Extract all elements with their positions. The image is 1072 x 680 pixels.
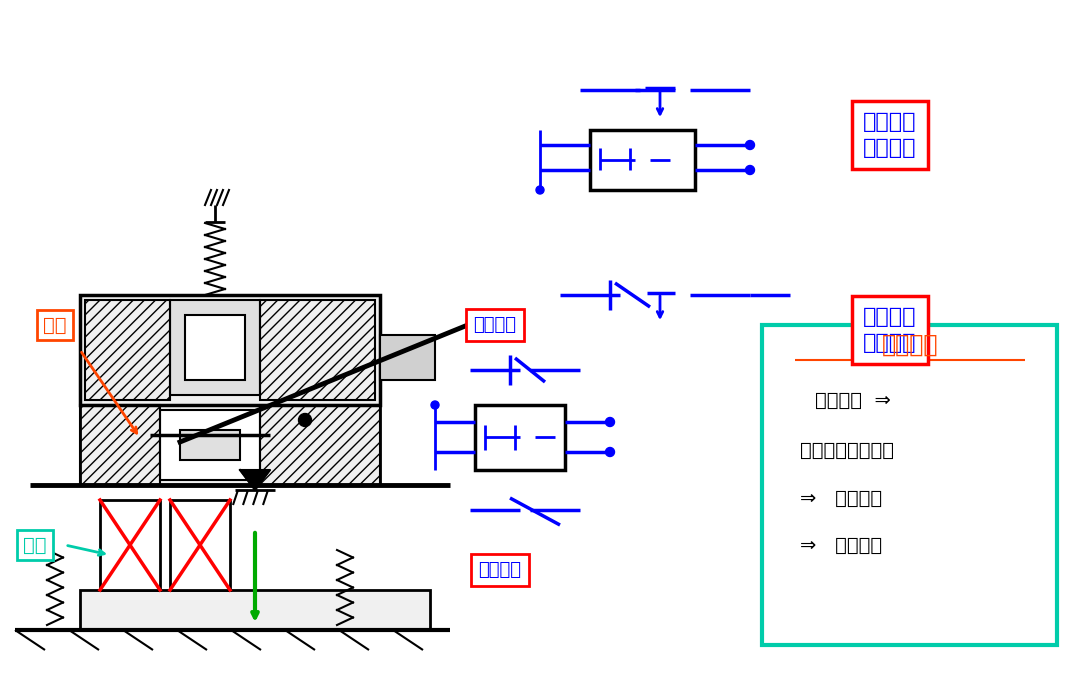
Bar: [379, 335, 435, 380]
Text: 衔铁: 衔铁: [43, 316, 66, 335]
Bar: [185, 315, 245, 380]
Text: ⇒   触头动作: ⇒ 触头动作: [800, 535, 882, 554]
Text: ⇒   连杆动作: ⇒ 连杆动作: [800, 488, 882, 507]
Bar: [475, 405, 565, 470]
Bar: [170, 500, 230, 590]
Text: 线圈通电  ⇒: 线圈通电 ⇒: [815, 390, 891, 409]
Bar: [85, 300, 170, 400]
Bar: [180, 430, 240, 460]
Circle shape: [298, 413, 312, 426]
Text: 动作过程: 动作过程: [882, 333, 938, 357]
Bar: [260, 300, 375, 400]
Polygon shape: [240, 470, 270, 490]
Circle shape: [745, 165, 755, 175]
Text: 衔铁吸合（向下）: 衔铁吸合（向下）: [800, 441, 894, 460]
Bar: [260, 405, 379, 485]
Bar: [100, 500, 160, 590]
Bar: [590, 130, 695, 190]
Circle shape: [431, 401, 440, 409]
Text: 常开触头: 常开触头: [478, 561, 521, 579]
Circle shape: [606, 447, 614, 456]
Bar: [80, 295, 379, 405]
Circle shape: [536, 186, 544, 194]
Text: 线圈: 线圈: [24, 535, 47, 554]
Bar: [170, 300, 260, 395]
Bar: [762, 325, 1057, 645]
Bar: [80, 405, 160, 485]
Text: 常闭触头
延时打开: 常闭触头 延时打开: [863, 307, 917, 353]
Circle shape: [745, 141, 755, 150]
Text: 常开触头
延时闭合: 常开触头 延时闭合: [863, 112, 917, 158]
Text: 常闭触头: 常闭触头: [474, 316, 517, 334]
Bar: [80, 405, 379, 485]
Bar: [160, 410, 260, 480]
Bar: [80, 590, 430, 630]
Circle shape: [606, 418, 614, 426]
